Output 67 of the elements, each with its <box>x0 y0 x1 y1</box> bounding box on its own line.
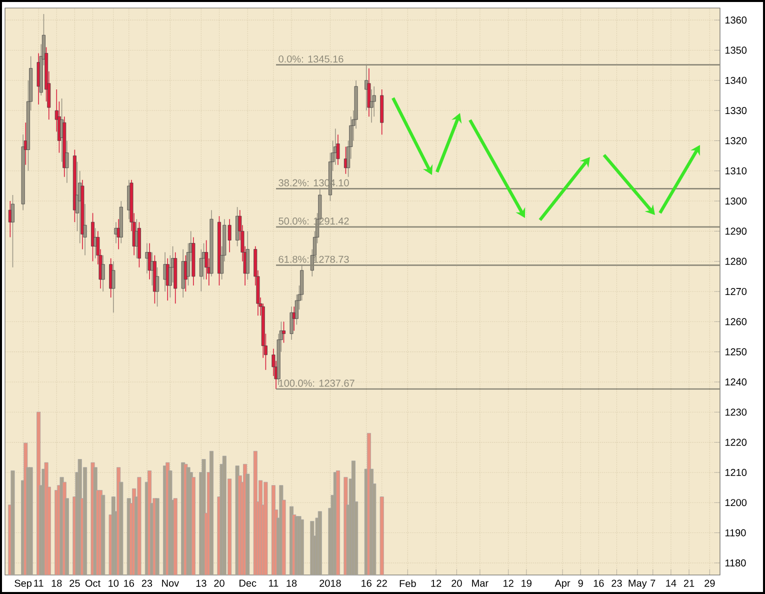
x-tick-label: 13 <box>196 580 206 587</box>
x-tick-label: 10 <box>108 580 119 587</box>
bar <box>209 450 214 576</box>
candlestick <box>10 194 14 268</box>
x-tick-label: 14 <box>666 580 676 587</box>
bar <box>28 467 33 576</box>
y-tick-label: 1330 <box>725 107 747 114</box>
y-tick-label: 1260 <box>725 318 747 326</box>
bar <box>336 470 340 576</box>
x-tick-label: Nov <box>162 580 180 587</box>
y-tick-label: 1200 <box>725 499 747 506</box>
ref-line-label: 0.0%: 1345.16 <box>278 55 344 63</box>
bar <box>10 470 15 576</box>
candlestick <box>101 254 105 292</box>
x-tick-label: 18 <box>286 580 297 587</box>
candlestick <box>166 258 170 301</box>
x-tick-label: Feb <box>400 580 416 588</box>
y-tick-label: 1240 <box>725 378 747 386</box>
y-tick-label: 1340 <box>725 76 747 84</box>
x-tick-label: 23 <box>612 580 622 587</box>
x-tick-label: Oct <box>85 580 100 587</box>
x-tick-label: 16 <box>362 580 372 587</box>
x-tick-label: 16 <box>594 580 604 587</box>
bar <box>318 511 322 576</box>
x-tick-label: 19 <box>522 580 532 587</box>
y-tick-label: 1360 <box>725 16 747 24</box>
x-tick-label: Apr <box>554 580 570 589</box>
x-tick-label: Sep <box>14 580 32 589</box>
y-tick-label: 1270 <box>725 288 747 296</box>
candlestick <box>290 306 294 340</box>
y-tick-label: 1290 <box>725 228 747 235</box>
y-tick-label: 1220 <box>725 438 747 446</box>
x-tick-label: 12 <box>504 580 514 587</box>
x-tick-label: 12 <box>431 580 442 587</box>
y-tick-label: 1180 <box>725 559 746 566</box>
x-tick-label: 9 <box>578 580 583 587</box>
y-tick-label: 1350 <box>725 46 747 54</box>
x-tick-label: May <box>628 580 647 589</box>
x-tick-label: Mar <box>472 580 488 587</box>
candlestick <box>282 321 286 344</box>
x-tick-label: 25 <box>70 580 80 587</box>
y-tick-label: 1310 <box>725 167 747 174</box>
x-tick-label: 21 <box>684 580 694 587</box>
candlestick <box>112 260 116 314</box>
x-tick-label: 7 <box>650 580 656 587</box>
bar <box>155 498 160 576</box>
x-tick-label: 20 <box>452 580 462 587</box>
y-tick-label: 1320 <box>725 137 747 144</box>
y-tick-label: 1300 <box>725 197 747 205</box>
bar <box>300 519 304 576</box>
x-tick-label: 18 <box>52 580 62 587</box>
x-tick-label: Dec <box>240 580 256 587</box>
y-tick-label: 1280 <box>725 258 747 265</box>
y-tick-label: 1250 <box>725 348 747 356</box>
x-tick-label: 2018 <box>320 580 341 587</box>
x-tick-label: 11 <box>34 580 44 587</box>
bar <box>380 496 384 576</box>
x-tick-label: 22 <box>376 580 387 587</box>
y-tick-label: 1230 <box>725 408 747 416</box>
x-tick-label: 20 <box>214 580 224 587</box>
x-tick-label: 29 <box>704 580 715 587</box>
x-tick-label: 23 <box>142 580 152 587</box>
y-tick-label: 1190 <box>725 529 746 536</box>
x-tick-label: 11 <box>269 580 278 587</box>
ref-line-label: 100.0%: 1237.67 <box>279 380 354 387</box>
x-tick-label: 16 <box>124 580 134 587</box>
y-tick-label: 1210 <box>725 468 747 476</box>
